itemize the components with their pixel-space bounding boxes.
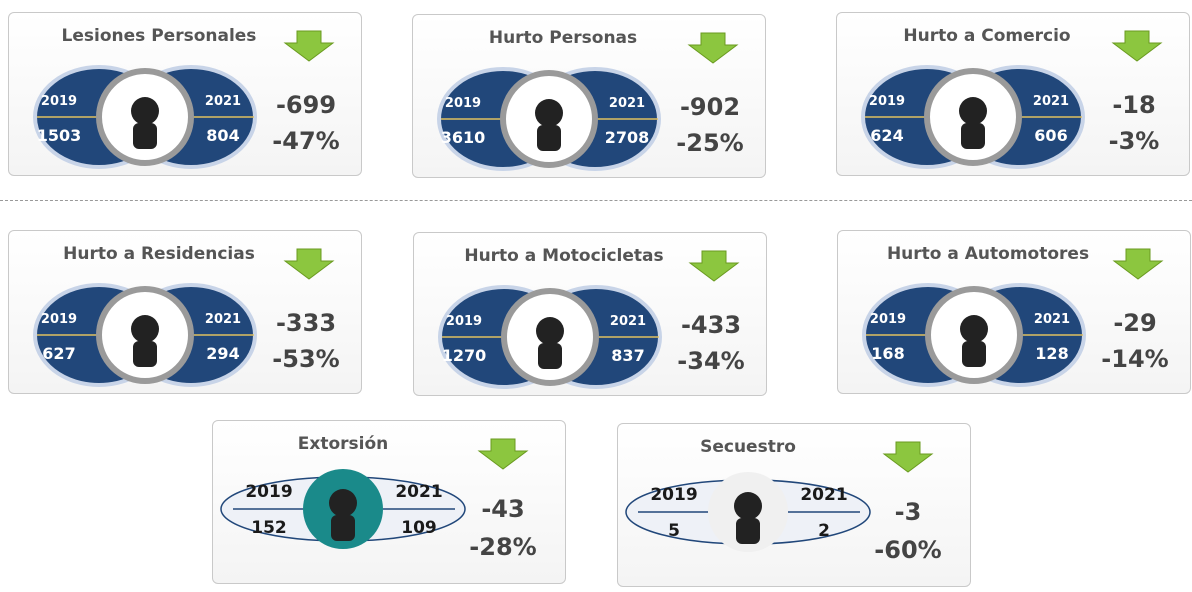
page: {"cards":[ {"title":"Lesiones Personales… — [0, 0, 1192, 592]
value: 837 — [611, 346, 644, 365]
down-arrow — [285, 31, 333, 61]
icon-figure — [536, 317, 564, 345]
year-label: 2019 — [446, 314, 482, 329]
icon-figure — [133, 341, 157, 367]
year-label: 2021 — [609, 96, 645, 111]
value: 624 — [870, 126, 903, 145]
value: 606 — [1034, 126, 1067, 145]
card-title: Lesiones Personales — [62, 26, 257, 46]
separator — [0, 200, 1192, 201]
icon-figure — [538, 343, 562, 369]
card-title: Hurto a Automotores — [887, 244, 1089, 264]
year-label: 2021 — [395, 482, 442, 502]
card-graphic: 2019 2021 1270 837 Hurto a Motocicletas -433 -… — [414, 233, 768, 397]
icon-figure — [331, 515, 355, 541]
card: 2019 2021 152 109 Extorsión -43 -28% — [212, 420, 566, 584]
card-graphic: 2019 2021 5 2 Secuestro -3 -60% — [618, 424, 972, 588]
change: -902 — [680, 93, 740, 121]
percent: -53% — [272, 345, 339, 373]
card: 2019 2021 5 2 Secuestro -3 -60% — [617, 423, 971, 587]
down-arrow — [285, 249, 333, 279]
icon-figure — [537, 125, 561, 151]
card: 2019 2021 624 606 Hurto a Comercio -18 -3% — [836, 12, 1190, 176]
icon-figure — [961, 123, 985, 149]
year-label: 2021 — [800, 485, 847, 505]
year-label: 2019 — [870, 312, 906, 327]
year-label: 2021 — [205, 312, 241, 327]
year-label: 2021 — [1034, 312, 1070, 327]
card-graphic: 2019 2021 627 294 Hurto a Residencias -333 -53… — [9, 231, 363, 395]
card-title: Hurto Personas — [489, 28, 637, 48]
card: 2019 2021 1503 804 Lesiones Personales -699 -4… — [8, 12, 362, 176]
icon-figure — [133, 123, 157, 149]
year-label: 2019 — [41, 312, 77, 327]
value: 2708 — [605, 128, 650, 147]
change: -43 — [481, 495, 524, 523]
year-label: 2021 — [205, 94, 241, 109]
card-graphic: 2019 2021 1503 804 Lesiones Personales -699 -4… — [9, 13, 363, 177]
value: 152 — [251, 518, 287, 538]
value: 294 — [206, 344, 239, 363]
value: 804 — [206, 126, 239, 145]
percent: -47% — [272, 127, 339, 155]
down-arrow — [479, 439, 527, 469]
card: 2019 2021 3610 2708 Hurto Personas -902 -25% — [412, 14, 766, 178]
value: 168 — [871, 344, 904, 363]
card-title: Hurto a Comercio — [903, 26, 1070, 46]
value: 1270 — [442, 346, 487, 365]
change: -333 — [276, 309, 336, 337]
year-label: 2021 — [1033, 94, 1069, 109]
card: 2019 2021 1270 837 Hurto a Motocicletas -433 -… — [413, 232, 767, 396]
percent: -34% — [677, 347, 744, 375]
value: 627 — [42, 344, 75, 363]
icon-figure — [734, 492, 762, 520]
value: 128 — [1035, 344, 1068, 363]
year-label: 2021 — [610, 314, 646, 329]
icon-figure — [131, 97, 159, 125]
change: -29 — [1113, 309, 1156, 337]
icon-figure — [962, 341, 986, 367]
percent: -60% — [874, 536, 941, 564]
down-arrow — [884, 442, 932, 472]
icon-figure — [329, 489, 357, 517]
down-arrow — [690, 251, 738, 281]
down-arrow — [1113, 31, 1161, 61]
icon-figure — [131, 315, 159, 343]
year-label: 2019 — [650, 485, 697, 505]
card-graphic: 2019 2021 152 109 Extorsión -43 -28% — [213, 421, 567, 585]
percent: -28% — [469, 533, 536, 561]
change: -3 — [895, 498, 922, 526]
card: 2019 2021 168 128 Hurto a Automotores -29 -14% — [837, 230, 1191, 394]
value: 3610 — [441, 128, 486, 147]
card-title: Hurto a Motocicletas — [464, 246, 663, 266]
down-arrow — [1114, 249, 1162, 279]
value: 1503 — [37, 126, 82, 145]
percent: -14% — [1101, 345, 1168, 373]
percent: -3% — [1109, 127, 1160, 155]
change: -433 — [681, 311, 741, 339]
value: 2 — [818, 521, 830, 541]
year-label: 2019 — [445, 96, 481, 111]
card-graphic: 2019 2021 168 128 Hurto a Automotores -29 -14% — [838, 231, 1192, 395]
card-title: Extorsión — [298, 434, 389, 454]
change: -18 — [1112, 91, 1155, 119]
year-label: 2019 — [245, 482, 292, 502]
value: 5 — [668, 521, 680, 541]
card: 2019 2021 627 294 Hurto a Residencias -333 -53… — [8, 230, 362, 394]
card-graphic: 2019 2021 3610 2708 Hurto Personas -902 -25% — [413, 15, 767, 179]
card-graphic: 2019 2021 624 606 Hurto a Comercio -18 -3% — [837, 13, 1191, 177]
percent: -25% — [676, 129, 743, 157]
down-arrow — [689, 33, 737, 63]
icon-figure — [960, 315, 988, 343]
change: -699 — [276, 91, 336, 119]
card-title: Secuestro — [700, 437, 796, 457]
value: 109 — [401, 518, 437, 538]
icon-figure — [535, 99, 563, 127]
year-label: 2019 — [869, 94, 905, 109]
icon-figure — [959, 97, 987, 125]
icon-figure — [736, 518, 760, 544]
card-title: Hurto a Residencias — [63, 244, 255, 264]
year-label: 2019 — [41, 94, 77, 109]
